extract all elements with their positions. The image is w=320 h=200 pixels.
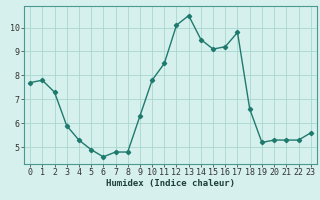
- X-axis label: Humidex (Indice chaleur): Humidex (Indice chaleur): [106, 179, 235, 188]
